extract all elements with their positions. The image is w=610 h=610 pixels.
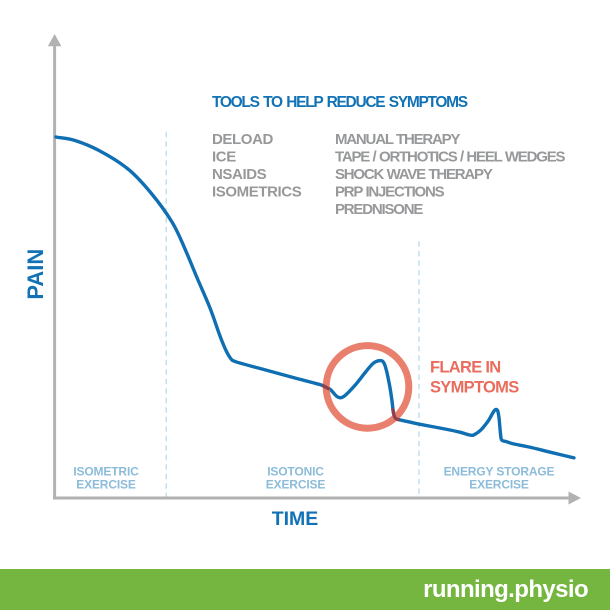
svg-text:ISOMETRIC: ISOMETRIC: [73, 465, 139, 479]
svg-text:ISOMETRICS: ISOMETRICS: [212, 184, 302, 201]
svg-text:SHOCK WAVE THERAPY: SHOCK WAVE THERAPY: [335, 166, 493, 183]
svg-text:PAIN: PAIN: [23, 249, 48, 300]
svg-text:EXERCISE: EXERCISE: [266, 478, 326, 492]
svg-text:PRP INJECTIONS: PRP INJECTIONS: [335, 184, 445, 201]
svg-text:MANUAL THERAPY: MANUAL THERAPY: [335, 131, 460, 148]
svg-text:SYMPTOMS: SYMPTOMS: [430, 379, 519, 397]
svg-text:ENERGY STORAGE: ENERGY STORAGE: [444, 465, 555, 479]
svg-text:ISOTONIC: ISOTONIC: [267, 465, 324, 479]
svg-text:EXERCISE: EXERCISE: [469, 478, 529, 492]
svg-text:ICE: ICE: [212, 149, 236, 166]
svg-text:FLARE IN: FLARE IN: [430, 359, 500, 377]
svg-text:PREDNISONE: PREDNISONE: [335, 201, 423, 218]
svg-text:NSAIDS: NSAIDS: [212, 166, 267, 183]
svg-text:DELOAD: DELOAD: [212, 131, 274, 148]
svg-text:TIME: TIME: [272, 508, 319, 530]
svg-text:running.physio: running.physio: [423, 576, 588, 603]
svg-text:TOOLS TO HELP REDUCE SYMPTOMS: TOOLS TO HELP REDUCE SYMPTOMS: [212, 94, 468, 111]
svg-text:EXERCISE: EXERCISE: [76, 478, 136, 492]
svg-text:TAPE / ORTHOTICS / HEEL WEDGES: TAPE / ORTHOTICS / HEEL WEDGES: [335, 149, 565, 166]
